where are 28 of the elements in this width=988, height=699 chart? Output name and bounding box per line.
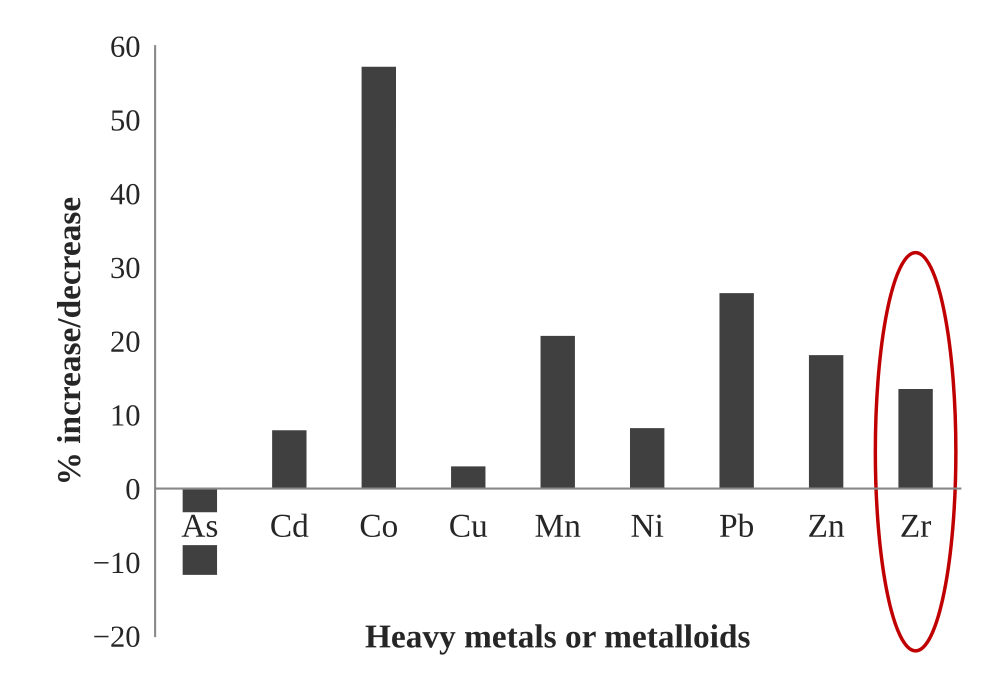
x-tick-label: Pb: [720, 514, 753, 538]
y-tick-label: 20: [111, 331, 140, 352]
y-tick-label: −10: [94, 552, 140, 574]
x-tick-label: Cd: [271, 514, 308, 538]
bar: [539, 334, 576, 490]
y-axis-title: % increase/decrease: [56, 198, 81, 482]
bar: [808, 354, 845, 490]
bar: [270, 428, 308, 490]
x-tick-label: Cu: [450, 514, 488, 538]
x-tick-label: Co: [360, 514, 397, 538]
y-tick-label: 0: [126, 478, 140, 500]
x-tick-label: Zn: [809, 514, 844, 537]
bar: [897, 388, 934, 490]
y-tick-label: 60: [111, 36, 140, 58]
x-tick-label: As: [182, 514, 218, 538]
y-tick-label: 50: [112, 110, 140, 131]
y-tick-label: 10: [112, 405, 140, 426]
bar: [450, 465, 487, 490]
x-tick-label: Ni: [631, 514, 664, 537]
y-tick-label: −20: [94, 626, 140, 647]
bar: [360, 65, 398, 490]
x-tick-label: Mn: [536, 514, 580, 537]
x-tick-label: Zr: [901, 514, 932, 537]
y-tick-label: 40: [110, 184, 140, 205]
x-axis-title: Heavy metals or metalloids: [366, 624, 750, 655]
bar: [718, 292, 756, 490]
y-tick-label: 30: [111, 258, 140, 278]
bar: [628, 426, 666, 490]
